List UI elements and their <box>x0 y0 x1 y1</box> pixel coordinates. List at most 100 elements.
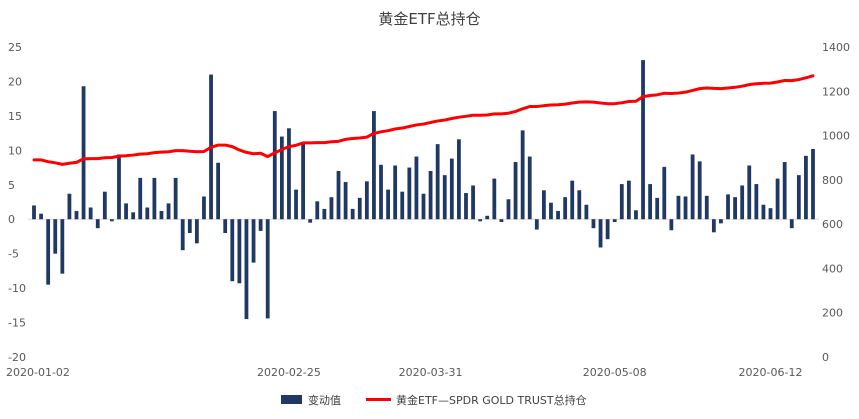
left-y-tick-label: -5 <box>8 248 19 261</box>
bar <box>726 194 730 220</box>
bar <box>534 219 539 230</box>
bar <box>138 177 143 220</box>
bar <box>74 210 79 220</box>
bar <box>619 184 624 220</box>
left-y-tick-label: 5 <box>8 179 15 192</box>
bar <box>492 178 497 220</box>
bar <box>407 167 412 220</box>
bar <box>761 204 766 220</box>
bar <box>598 219 603 248</box>
bar <box>117 154 121 220</box>
legend-bar-label: 变动值 <box>308 393 341 407</box>
bar <box>733 197 737 220</box>
bar <box>577 190 582 220</box>
right-y-tick-label: 0 <box>822 351 829 364</box>
legend-line-label: 黄金ETF—SPDR GOLD TRUST总持仓 <box>396 393 587 407</box>
right-y-axis: 0 200 400 600 800 1000 1200 1400 <box>822 41 850 364</box>
left-y-axis: -20 -15 -10 -5 0 5 10 15 20 25 <box>8 41 26 364</box>
bar <box>549 202 553 220</box>
bar <box>301 142 306 220</box>
bar <box>357 197 362 220</box>
bar <box>223 219 228 233</box>
bar <box>704 195 709 220</box>
right-y-tick-label: 800 <box>822 174 843 187</box>
bar <box>435 144 440 220</box>
bar <box>159 210 164 220</box>
bar <box>124 203 128 220</box>
bar <box>626 180 631 220</box>
left-y-tick-label: 10 <box>8 144 22 157</box>
left-y-tick-label: -15 <box>8 317 26 330</box>
bar <box>379 164 383 220</box>
bar <box>782 162 787 220</box>
bar <box>634 210 638 220</box>
bar <box>683 196 688 220</box>
x-tick-label: 2020-06-12 <box>739 366 803 379</box>
left-y-tick-label: 25 <box>8 41 22 54</box>
bar <box>690 154 695 220</box>
bar <box>343 182 348 220</box>
bar <box>648 184 653 220</box>
bar <box>173 177 178 220</box>
bar <box>541 190 546 220</box>
bar <box>110 219 114 222</box>
bar <box>414 156 419 220</box>
legend: 变动值 黄金ETF—SPDR GOLD TRUST总持仓 <box>281 393 587 407</box>
right-y-tick-label: 600 <box>822 218 843 231</box>
bar <box>145 207 150 220</box>
bar <box>641 60 645 220</box>
x-tick-label: 2020-01-02 <box>6 366 70 379</box>
bar-series <box>32 60 815 320</box>
bar <box>676 195 681 220</box>
right-y-tick-label: 1400 <box>822 41 850 54</box>
bar <box>102 191 107 220</box>
bar <box>216 162 221 220</box>
chart-title: 黄金ETF总持仓 <box>378 10 480 28</box>
bar <box>655 197 660 220</box>
bar <box>563 197 568 220</box>
left-y-tick-label: 20 <box>8 75 22 88</box>
left-y-tick-label: 0 <box>8 213 15 226</box>
bar <box>39 213 43 220</box>
bar <box>400 191 405 220</box>
bar <box>605 219 610 240</box>
bar <box>591 219 596 229</box>
bar <box>662 166 667 220</box>
bar <box>747 165 752 220</box>
bar <box>584 204 589 220</box>
bar <box>775 178 780 220</box>
bar <box>294 189 298 220</box>
bar <box>804 155 808 220</box>
bar <box>329 197 334 220</box>
bar <box>506 199 511 220</box>
right-y-tick-label: 200 <box>822 307 843 320</box>
bar <box>520 130 525 220</box>
bar <box>308 219 313 223</box>
left-y-tick-label: -10 <box>8 282 26 295</box>
bar <box>131 212 136 220</box>
bar <box>372 111 376 220</box>
bar <box>442 175 447 220</box>
bar <box>251 219 256 263</box>
bar <box>237 219 242 284</box>
bar <box>527 156 532 220</box>
bar <box>478 219 483 222</box>
right-y-tick-label: 400 <box>822 262 843 275</box>
bar <box>754 184 759 220</box>
bar <box>244 219 249 320</box>
bar <box>315 201 320 220</box>
bar <box>194 219 199 244</box>
x-tick-label: 2020-02-25 <box>257 366 321 379</box>
legend-bar-swatch <box>281 395 302 404</box>
line-series <box>32 74 815 166</box>
bar <box>789 219 794 229</box>
bar <box>612 219 617 222</box>
bar <box>202 196 206 220</box>
x-tick-label: 2020-05-08 <box>583 366 647 379</box>
bar <box>166 203 171 220</box>
bar <box>499 219 504 222</box>
x-axis: 2020-01-02 2020-02-25 2020-03-31 2020-05-08… <box>6 366 803 379</box>
bar <box>428 171 433 220</box>
bar <box>81 86 86 220</box>
